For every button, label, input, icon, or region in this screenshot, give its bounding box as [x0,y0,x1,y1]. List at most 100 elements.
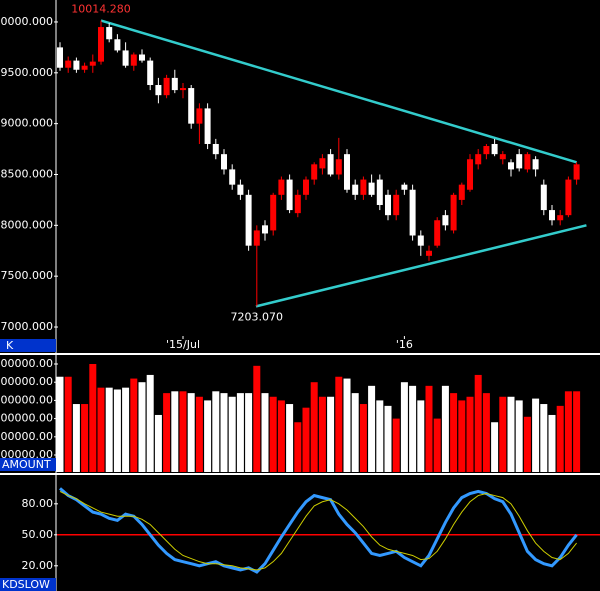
candle-body [385,194,391,216]
candle-body [344,154,350,190]
panel-label-box [0,458,56,471]
volume-bar [269,396,277,472]
candle-body [483,146,490,155]
volume-bar [277,400,285,472]
volume-bar [458,400,466,472]
volume-bar [310,382,318,472]
candle-body [450,194,457,231]
candle-body [278,179,285,195]
panel-label-box [0,339,56,352]
trendline [255,224,587,308]
volume-bar [523,416,531,472]
candle-body [294,194,301,214]
candle-body [409,189,416,236]
volume-bar [97,387,105,472]
y-tick-label: 8000.000 [1,218,54,231]
volume-bar [302,407,310,472]
candle-body [106,27,113,40]
candle-body [434,220,441,246]
candle-body [89,61,96,66]
volume-bar [327,396,335,472]
candle-body [426,250,432,256]
volume-bar [409,385,417,472]
y-tick-label: 10000.000 [0,15,53,28]
candle-body [516,154,523,169]
candle-body [73,60,80,70]
y-tick-label: 600000.00 [0,357,53,370]
volume-bar [515,400,523,472]
y-tick-label: 400000.00 [0,393,53,406]
y-tick-label: 200000.00 [0,430,53,443]
candle-body [467,159,473,190]
candle-body [130,54,137,66]
panel-label: AMOUNT [2,458,51,471]
candle-body [499,154,506,160]
candle-body [311,164,318,180]
candle-body [540,184,547,211]
volume-bar [163,393,171,472]
candle-body [188,88,195,124]
candle-body [253,230,260,246]
volume-bar [122,387,130,472]
candle-body [65,60,72,68]
volume-bar [89,364,97,472]
volume-bar [294,422,302,472]
candle-body [163,77,170,96]
trendline [100,19,577,164]
volume-bar [228,396,236,472]
panel-label-box [0,578,56,591]
volume-bar [392,418,400,472]
volume-bar [376,400,384,472]
volume-bar [105,387,113,472]
volume-bar [556,405,564,472]
candle-body [393,194,400,216]
candle-body [286,179,293,211]
candle-body [401,184,408,190]
panel-label: KDSLOW [2,578,50,591]
volume-bar [253,365,261,472]
volume-bar [433,418,441,472]
volume-bar [359,404,367,472]
volume-bar [64,376,72,472]
candle-body [180,88,186,91]
candle-body [122,50,129,66]
candle-body [368,182,375,195]
volume-bar [491,422,499,472]
volume-bar [499,396,507,472]
candle-body [417,235,424,246]
volume-bar [573,391,581,472]
candle-body [81,65,88,70]
volume-bar [540,404,548,472]
volume-bar [113,389,121,472]
candle-body [270,194,277,231]
candle-body [139,54,145,61]
volume-bar [384,405,392,472]
volume-bar [81,404,89,472]
candle-body [549,210,555,221]
volume-bar [417,400,425,472]
candle-body [204,108,211,144]
candle-body [508,162,514,170]
candle-body [114,39,121,51]
candle-body [57,47,63,68]
candle-body [376,179,383,205]
volume-bar [474,374,482,472]
candle-body [442,215,449,226]
volume-bar [351,393,359,472]
volume-bar [532,398,540,472]
candle-body [491,143,498,155]
candle-body [573,164,580,180]
volume-bar [425,385,433,472]
candle-body [155,85,162,96]
volume-bar [482,393,490,472]
volume-bar [548,414,556,472]
volume-bar [187,393,195,472]
kd-line [59,490,577,571]
y-tick-label: 50.00 [22,528,54,541]
y-tick-label: 8500.000 [1,167,54,180]
candle-body [229,169,236,185]
volume-bar [261,393,269,472]
volume-bar [146,374,154,472]
volume-bar [212,391,220,472]
candle-body [303,179,309,195]
